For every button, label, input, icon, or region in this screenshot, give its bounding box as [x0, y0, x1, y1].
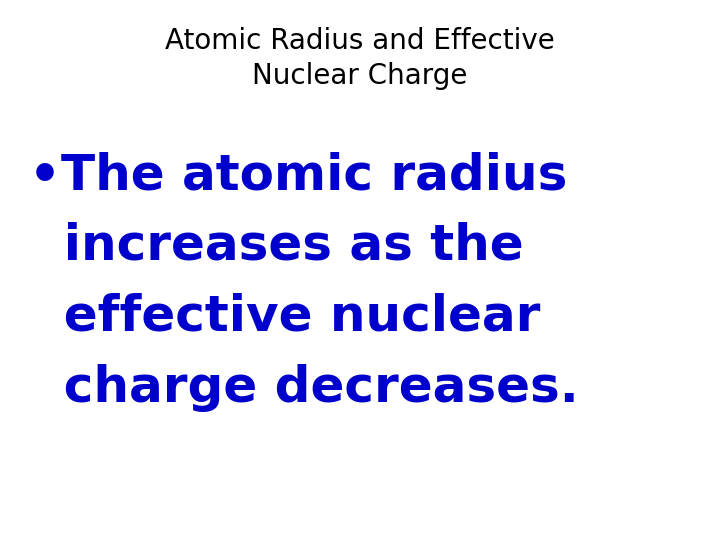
- Text: Atomic Radius and Effective
Nuclear Charge: Atomic Radius and Effective Nuclear Char…: [165, 27, 555, 90]
- Text: •The atomic radius
  increases as the
  effective nuclear
  charge decreases.: •The atomic radius increases as the effe…: [29, 151, 579, 411]
